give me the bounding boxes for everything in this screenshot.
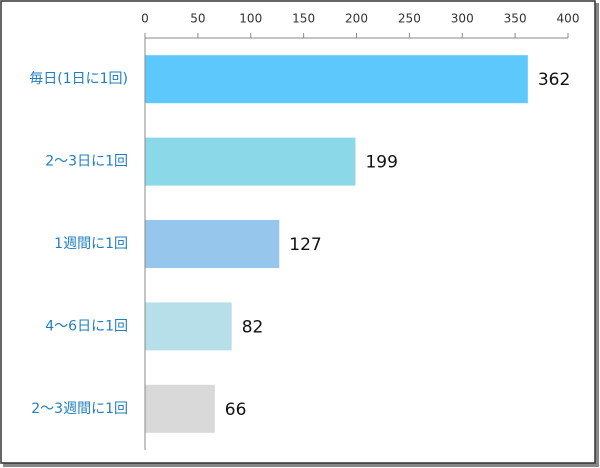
bar bbox=[145, 220, 280, 268]
x-tick-label: 400 bbox=[557, 12, 580, 26]
value-label: 127 bbox=[289, 235, 321, 255]
value-label: 199 bbox=[365, 153, 397, 173]
x-tick-label: 250 bbox=[398, 12, 421, 26]
value-label: 66 bbox=[225, 400, 247, 420]
bar bbox=[145, 302, 232, 351]
x-tick-label: 300 bbox=[451, 12, 474, 26]
x-tick-label: 200 bbox=[345, 12, 368, 26]
category-label: 4～6日に1回 bbox=[45, 318, 128, 334]
category-label: 毎日(1日に1回) bbox=[29, 71, 128, 87]
x-tick-label: 100 bbox=[239, 12, 262, 26]
value-label: 82 bbox=[242, 317, 264, 337]
bar bbox=[145, 137, 356, 186]
value-label: 362 bbox=[538, 70, 570, 90]
x-tick-label: 0 bbox=[141, 12, 149, 26]
category-label: 2～3日に1回 bbox=[45, 154, 128, 170]
x-tick-label: 50 bbox=[190, 12, 205, 26]
category-label: 2～3週間に1回 bbox=[31, 401, 128, 417]
bar bbox=[145, 55, 528, 104]
bar bbox=[145, 384, 215, 433]
x-tick-label: 150 bbox=[292, 12, 315, 26]
category-label: 1週間に1回 bbox=[54, 236, 128, 252]
x-tick-label: 350 bbox=[504, 12, 527, 26]
